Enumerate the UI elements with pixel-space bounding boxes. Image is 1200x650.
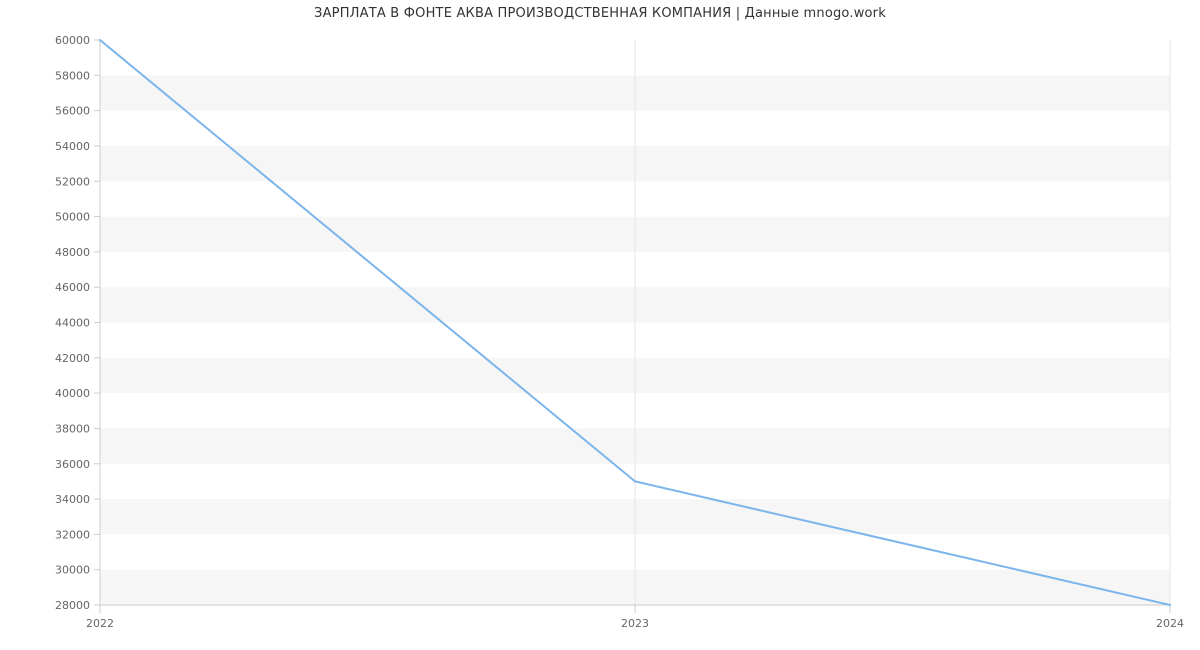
chart-svg: 28000 30000 32000 34000 36000 38000 40000 42000… [0, 0, 1200, 650]
y-tick-label: 58000 [55, 69, 90, 82]
y-tick-label: 36000 [55, 458, 90, 471]
y-tick-label: 44000 [55, 317, 90, 330]
y-tick-label: 50000 [55, 211, 90, 224]
x-tick-label: 2023 [621, 617, 649, 630]
y-tick-label: 34000 [55, 493, 90, 506]
y-tick-label: 46000 [55, 281, 90, 294]
y-tick-label: 38000 [55, 422, 90, 435]
y-tick-label: 60000 [55, 34, 90, 47]
x-tick-label: 2024 [1156, 617, 1184, 630]
y-tick-label: 40000 [55, 387, 90, 400]
y-tick-label: 32000 [55, 528, 90, 541]
y-tick-label: 52000 [55, 175, 90, 188]
y-tick-label: 56000 [55, 105, 90, 118]
y-tick-label: 48000 [55, 246, 90, 259]
x-tick-label: 2022 [86, 617, 114, 630]
y-tick-label: 54000 [55, 140, 90, 153]
y-tick-label: 28000 [55, 599, 90, 612]
salary-line-chart: ЗАРПЛАТА В ФОНТЕ АКВА ПРОИЗВОДСТВЕННАЯ К… [0, 0, 1200, 650]
chart-title: ЗАРПЛАТА В ФОНТЕ АКВА ПРОИЗВОДСТВЕННАЯ К… [0, 6, 1200, 21]
y-tick-label: 30000 [55, 564, 90, 577]
y-tick-label: 42000 [55, 352, 90, 365]
